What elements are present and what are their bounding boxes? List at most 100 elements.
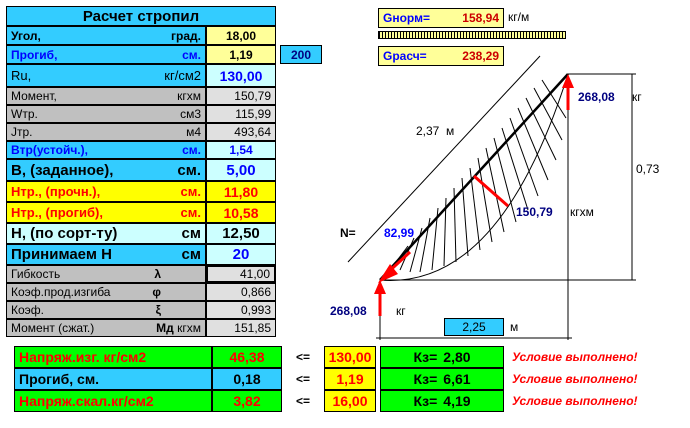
result-deflection-label: Прогиб, см. [14, 368, 212, 390]
row-moment-comp-unit2: кгхм [177, 321, 201, 335]
result-shear-label: Напряж.скал.кг/см2 [14, 390, 212, 412]
row-h-accept-unit: см [181, 246, 201, 263]
axial-force-label: N= [340, 226, 356, 240]
row-h-strength-value: 11,80 [206, 181, 276, 202]
sheet-title: Расчет стропил [6, 6, 276, 26]
result-bending-k: Кз= 2,80 [380, 346, 504, 368]
row-moment-unit: кгхм [177, 89, 201, 103]
result-shear-status: Условие выполнено! [512, 394, 638, 408]
height-value: 0,73 [636, 162, 660, 176]
row-ru: Ru, кг/см2 [6, 64, 206, 87]
axial-force-line [382, 250, 412, 278]
moment-curve [379, 73, 569, 281]
result-bending-value: 46,38 [212, 346, 282, 368]
result-deflection-k-value: 6,61 [443, 371, 471, 387]
row-w-value: 115,99 [206, 105, 276, 123]
row-h-strength: Hтр., (прочн.), см. [6, 181, 206, 202]
result-deflection-k-label: Кз= [413, 371, 438, 387]
row-j-value: 493,64 [206, 123, 276, 141]
row-j: Jтр. м4 [6, 123, 206, 141]
row-h-strength-label: Hтр., (прочн.), [11, 184, 101, 199]
row-h-assortment-label: H, (по сорт-ту) [11, 225, 118, 242]
reaction-top-unit: кг [632, 90, 642, 104]
gcalc-box: Gрасч= 238,29 [378, 46, 504, 66]
row-h-strength-unit: см. [180, 184, 201, 199]
row-b-required-label: Bтр(устойч.), [11, 143, 88, 157]
row-deflection-ratio[interactable]: 200 [280, 45, 322, 64]
row-deflection-label: Прогиб, [11, 47, 58, 62]
row-h-accept-label: Принимаем H [11, 246, 112, 263]
row-ru-value[interactable]: 130,00 [206, 64, 276, 87]
row-angle-unit: град. [171, 28, 201, 43]
result-deflection-k: Кз= 6,61 [380, 368, 504, 390]
row-b-given: B, (заданное), см. [6, 159, 206, 181]
row-deflection-unit: см. [182, 47, 201, 62]
gcalc-label: Gрасч= [383, 49, 427, 63]
row-h-assortment-unit: см [181, 225, 201, 242]
result-bending-limit: 130,00 [324, 346, 376, 368]
reaction-bottom-value: 268,08 [330, 304, 367, 318]
row-w: Wтр. см3 [6, 105, 206, 123]
result-bending-label: Напряж.изг. кг/см2 [14, 346, 212, 368]
row-moment-comp-value: 151,85 [206, 319, 276, 337]
result-shear-k: Кз= 4,19 [380, 390, 504, 412]
result-bending-op: <= [295, 350, 310, 364]
result-shear-limit: 16,00 [324, 390, 376, 412]
row-w-unit: см3 [180, 107, 201, 121]
row-angle-label: Угол, [11, 28, 41, 43]
reaction-top-arrow [562, 74, 574, 88]
result-deflection-limit: 1,19 [324, 368, 376, 390]
row-b-given-unit: см. [177, 161, 201, 179]
axial-force-arrow [378, 264, 398, 283]
row-h-deflection-value: 10,58 [206, 202, 276, 223]
result-shear-op: <= [295, 394, 310, 408]
row-moment: Момент, кгхм [6, 87, 206, 105]
row-b-required: Bтр(устойч.), см. [6, 141, 206, 159]
result-bending-k-label: Кз= [413, 349, 438, 365]
row-deflection: Прогиб, см. [6, 45, 206, 64]
length-dim-line [347, 55, 541, 263]
row-deflection-value[interactable]: 1,19 [206, 45, 276, 64]
row-j-unit: м4 [186, 125, 201, 139]
span-value: 2,25 [444, 318, 504, 336]
row-ru-unit: кг/см2 [164, 68, 201, 83]
moment-value: 150,79 [516, 205, 553, 219]
row-j-label: Jтр. [11, 125, 33, 139]
result-deflection-op: <= [295, 372, 310, 386]
row-buckling: Коэф.прод.изгиба φ [6, 283, 206, 301]
row-b-required-value: 1,54 [206, 141, 276, 159]
row-buckling-label: Коэф.прод.изгиба [11, 285, 111, 299]
row-h-assortment: H, (по сорт-ту) см [6, 223, 206, 244]
load-strip [378, 31, 566, 39]
row-moment-comp-label: Момент (сжат.) [11, 321, 95, 335]
reaction-bottom-unit: кг [396, 304, 406, 318]
row-coef: Коэф. ξ [6, 301, 206, 319]
reaction-bottom-arrow [374, 280, 386, 294]
rafter-length-unit: м [446, 124, 455, 138]
row-moment-label: Момент, [11, 89, 57, 103]
row-h-assortment-value: 12,50 [206, 223, 276, 244]
axial-force-value: 82,99 [384, 226, 415, 240]
row-coef-label: Коэф. [11, 303, 44, 317]
row-h-deflection-unit: см. [180, 205, 201, 220]
gcalc-value: 238,29 [462, 49, 499, 63]
row-buckling-value: 0,866 [206, 283, 276, 301]
row-b-required-unit: см. [182, 143, 201, 157]
result-shear-value: 3,82 [212, 390, 282, 412]
row-slenderness-unit: λ [154, 267, 161, 281]
result-bending-k-value: 2,80 [443, 349, 471, 365]
row-h-deflection-label: Hтр., (прогиб), [11, 205, 103, 220]
row-slenderness-label: Гибкость [11, 267, 61, 281]
row-b-given-value[interactable]: 5,00 [206, 159, 276, 181]
row-w-label: Wтр. [11, 107, 38, 121]
row-angle-value[interactable]: 18,00 [206, 26, 276, 45]
row-slenderness-value: 41,00 [206, 265, 276, 283]
rafter-length-value: 2,37 [416, 124, 440, 138]
gnorm-box: Gнорм= 158,94 [378, 8, 504, 28]
row-coef-value: 0,993 [206, 301, 276, 319]
row-h-accept-value[interactable]: 20 [206, 244, 276, 265]
result-shear-k-value: 4,19 [443, 393, 471, 409]
row-h-accept: Принимаем H см [6, 244, 206, 265]
moment-unit: кгхм [570, 205, 594, 219]
result-deflection-value: 0,18 [212, 368, 282, 390]
